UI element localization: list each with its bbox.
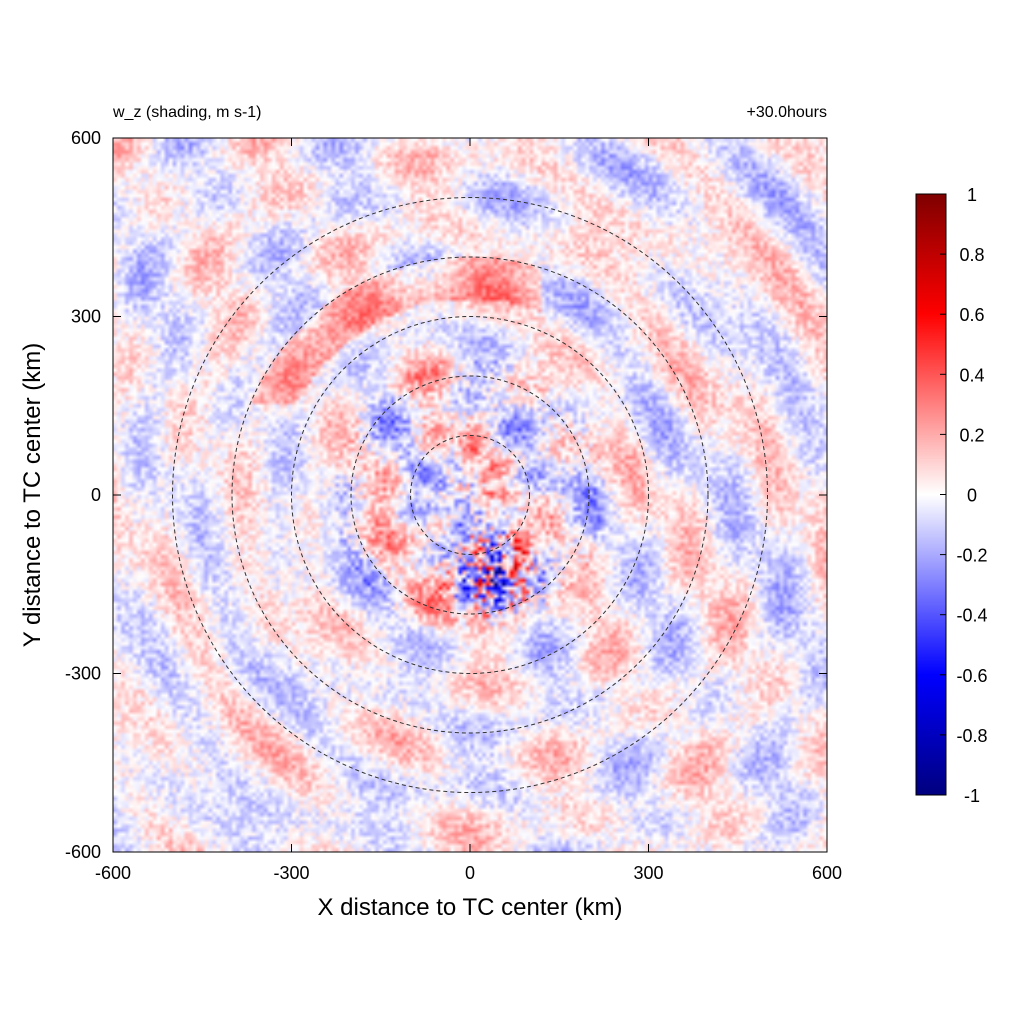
colorbar-ticks: 1 0.8 0.6 0.4 0.2 0 -0.2 -0.4 -0.6 -0.8 -1 (940, 185, 988, 806)
contour-ring (410, 435, 530, 555)
colorbar-tick-label: 0 (967, 486, 977, 506)
y-tick-label: -600 (65, 842, 101, 862)
x-tick-label: -300 (273, 863, 309, 883)
y-tick-label: -300 (65, 664, 101, 684)
colorbar-tick-label: -0.2 (956, 546, 987, 566)
colorbar-tick-label: 0.6 (959, 305, 984, 325)
contour-ring (231, 256, 709, 734)
colorbar-tick-label: -1 (964, 786, 980, 806)
y-tick-label: 0 (91, 485, 101, 505)
radius-contours (172, 197, 768, 793)
heatmap-field (113, 138, 827, 852)
heatmap-image (113, 138, 827, 852)
contour-ring (350, 375, 590, 615)
colorbar-tick-label: -0.6 (956, 666, 987, 686)
time-label: +30.0hours (746, 104, 827, 121)
colorbar-tick-label: -0.8 (956, 726, 987, 746)
x-tick-label: 600 (812, 863, 842, 883)
colorbar-tick-label: 0.2 (959, 425, 984, 445)
colorbar-tick-label: 0.4 (959, 365, 984, 385)
x-tick-label: 0 (465, 863, 475, 883)
x-axis-label: X distance to TC center (km) (318, 894, 623, 921)
y-axis-ticks: -600 -300 0 300 600 (65, 128, 827, 862)
y-tick-label: 600 (71, 128, 101, 148)
x-tick-label: 300 (633, 863, 663, 883)
colorbar-tick-label: 1 (967, 185, 977, 205)
x-tick-label: -600 (95, 863, 131, 883)
contour-ring (291, 316, 649, 674)
chart-title: w_z (shading, m s-1) (112, 104, 262, 121)
colorbar-tick-label: 0.8 (959, 245, 984, 265)
contour-ring (172, 197, 768, 793)
y-axis-label: Y distance to TC center (km) (19, 343, 46, 648)
colorbar-tick-label: -0.4 (956, 606, 987, 626)
x-axis-ticks: -600 -300 0 300 600 (95, 138, 842, 883)
y-tick-label: 300 (71, 307, 101, 327)
